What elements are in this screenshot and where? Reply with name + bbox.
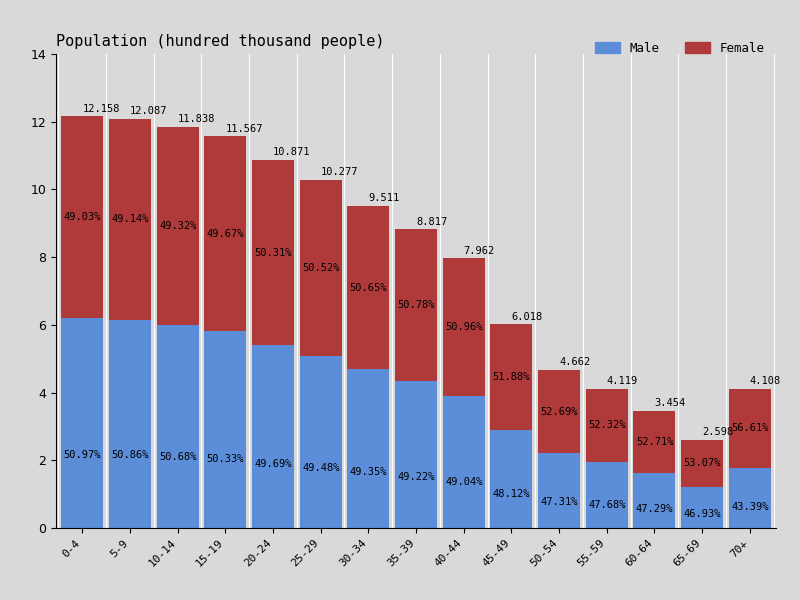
Text: 4.119: 4.119 [606,376,638,386]
Text: 49.35%: 49.35% [350,467,387,478]
Bar [109,320,151,528]
Text: 8.817: 8.817 [416,217,447,227]
Bar [252,345,294,528]
Text: 4.662: 4.662 [559,358,590,367]
Text: 6.018: 6.018 [511,311,542,322]
Text: 12.087: 12.087 [130,106,167,116]
Bar [300,356,342,528]
Text: 49.67%: 49.67% [206,229,244,239]
Bar [347,369,390,528]
Bar [347,206,390,369]
Text: 50.52%: 50.52% [302,263,339,273]
Text: 51.88%: 51.88% [493,372,530,382]
Text: 12.158: 12.158 [82,104,120,113]
Text: 49.32%: 49.32% [159,221,197,231]
Text: 50.33%: 50.33% [206,454,244,464]
Text: 52.69%: 52.69% [541,407,578,417]
Bar [442,396,485,528]
Text: 49.03%: 49.03% [64,212,101,222]
Text: 50.97%: 50.97% [64,449,101,460]
Text: 50.68%: 50.68% [159,452,197,462]
Text: 50.96%: 50.96% [445,322,482,332]
Bar [634,411,675,473]
Text: 50.78%: 50.78% [398,300,435,310]
Text: 10.277: 10.277 [321,167,358,178]
Bar [538,370,580,454]
Text: 9.511: 9.511 [368,193,399,203]
Bar [634,473,675,528]
Bar [157,325,198,528]
Text: 7.962: 7.962 [464,246,495,256]
Bar [252,160,294,345]
Bar [681,487,723,528]
Text: 2.598: 2.598 [702,427,734,437]
Text: Population (hundred thousand people): Population (hundred thousand people) [56,34,385,49]
Text: 47.31%: 47.31% [541,497,578,507]
Text: 48.12%: 48.12% [493,488,530,499]
Text: 3.454: 3.454 [654,398,686,409]
Bar [204,331,246,528]
Text: 49.14%: 49.14% [111,214,149,224]
Text: 4.108: 4.108 [750,376,781,386]
Bar [490,430,532,528]
Text: 53.07%: 53.07% [683,458,721,469]
Text: 49.22%: 49.22% [398,472,435,482]
Text: 43.39%: 43.39% [731,502,769,512]
Bar [586,461,628,528]
Text: 52.71%: 52.71% [636,437,674,447]
Legend: Male, Female: Male, Female [590,37,770,59]
Bar [300,180,342,356]
Text: 11.567: 11.567 [226,124,262,134]
Bar [157,127,198,325]
Text: 46.93%: 46.93% [683,509,721,518]
Bar [62,116,103,318]
Text: 47.68%: 47.68% [588,500,626,510]
Text: 49.04%: 49.04% [445,477,482,487]
Bar [490,324,532,430]
Bar [62,318,103,528]
Bar [729,467,770,528]
Bar [395,381,437,528]
Text: 56.61%: 56.61% [731,423,769,433]
Bar [109,119,151,320]
Bar [204,136,246,331]
Text: 11.838: 11.838 [178,115,215,124]
Bar [442,259,485,396]
Text: 50.65%: 50.65% [350,283,387,293]
Bar [395,229,437,381]
Text: 47.29%: 47.29% [636,503,674,514]
Bar [586,389,628,461]
Text: 52.32%: 52.32% [588,420,626,430]
Bar [681,440,723,487]
Bar [538,454,580,528]
Text: 50.31%: 50.31% [254,248,292,257]
Text: 10.871: 10.871 [273,147,310,157]
Bar [729,389,770,467]
Text: 50.86%: 50.86% [111,450,149,460]
Text: 49.69%: 49.69% [254,459,292,469]
Text: 49.48%: 49.48% [302,463,339,473]
